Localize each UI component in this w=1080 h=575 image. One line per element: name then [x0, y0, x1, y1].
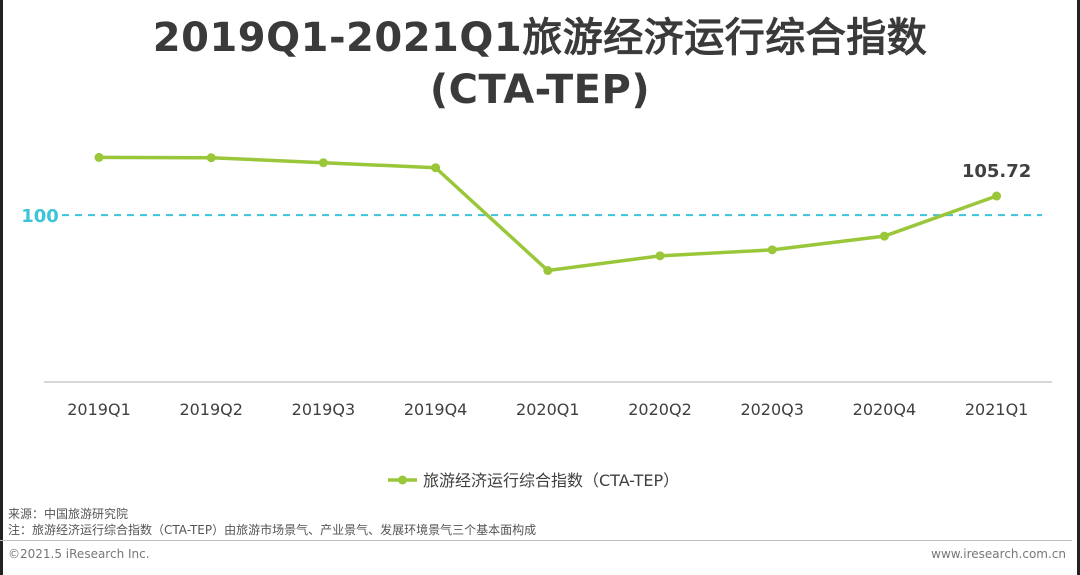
source-note: 来源：中国旅游研究院 [8, 507, 129, 521]
data-point [655, 251, 665, 261]
data-point [879, 231, 889, 241]
data-point [318, 158, 328, 168]
x-tick-label: 2019Q1 [67, 400, 131, 419]
data-point [206, 153, 216, 163]
data-point [767, 245, 777, 255]
legend-label: 旅游经济运行综合指数（CTA-TEP） [423, 471, 679, 490]
data-point [992, 191, 1002, 201]
series-line [97, 155, 999, 273]
x-tick-label: 2020Q2 [628, 400, 692, 419]
x-tick-label: 2020Q3 [740, 400, 804, 419]
x-tick-label: 2021Q1 [965, 400, 1029, 419]
copyright-text: ©2021.5 iResearch Inc. [8, 547, 150, 561]
legend-swatch-marker [398, 475, 407, 485]
data-point [543, 266, 553, 276]
line-chart: 100 2019Q1 2019Q2 2019Q3 2019Q4 2020Q1 2020Q2 2… [21, 152, 1052, 490]
chart-subtitle: (CTA-TEP) [429, 67, 651, 113]
reference-line-label: 100 [21, 206, 59, 227]
x-tick-label: 2019Q3 [292, 400, 356, 419]
definition-note: 注：旅游经济运行综合指数（CTA-TEP）由旅游市场景气、产业景气、发展环境景气… [8, 523, 537, 537]
x-tick-label: 2020Q4 [853, 400, 917, 419]
x-tick-label: 2019Q4 [404, 400, 468, 419]
footer-divider [0, 540, 1072, 541]
chart-title: 2019Q1-2021Q1旅游经济运行综合指数 [152, 15, 928, 61]
data-label: 105.72 [962, 161, 1031, 182]
data-point [94, 152, 104, 162]
website-link[interactable]: www.iresearch.com.cn [931, 547, 1066, 561]
data-point [431, 163, 441, 173]
x-tick-label: 2020Q1 [516, 400, 580, 419]
x-tick-label: 2019Q2 [179, 400, 243, 419]
